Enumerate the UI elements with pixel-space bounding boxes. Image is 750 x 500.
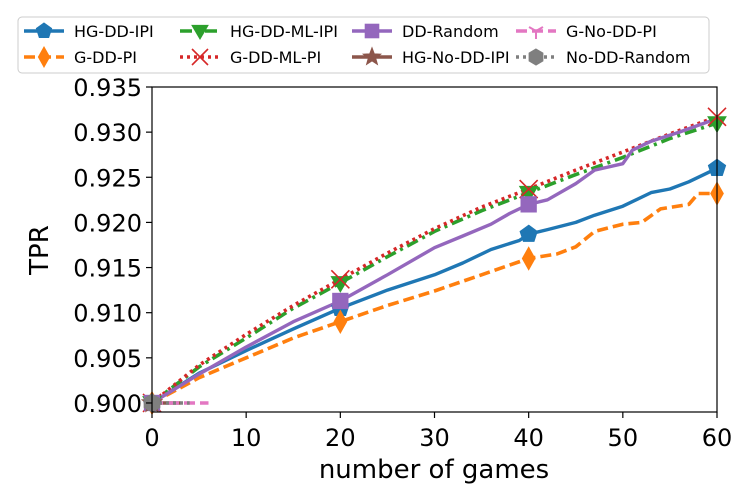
x-tick-label: 50 [608,424,639,452]
legend-item-dd-random: DD-Random [352,22,499,41]
data-point-g-dd-pi-20 [333,309,348,334]
legend-label: G-DD-PI [74,48,137,67]
data-point-hg-dd-ipi-40 [519,224,538,242]
x-tick-label: 20 [325,424,356,452]
y-tick-label: 0.905 [73,345,142,373]
legend-label: G-No-DD-PI [566,22,657,41]
y-tick-label: 0.925 [73,164,142,192]
data-point-dd-random-40 [520,196,537,213]
legend-marker [191,24,209,40]
data-point-g-dd-pi-40 [521,246,536,271]
x-tick-label: 0 [144,424,159,452]
y-tick-label: 0.910 [73,300,142,328]
series-line-dd-random [152,116,717,405]
legend-item-g-dd-ml-pi: G-DD-ML-PI [180,48,321,67]
data-point-g-dd-ml-pi-20 [330,269,350,289]
legend-item-hg-dd-ipi: HG-DD-IPI [24,22,154,41]
x-tick-label: 60 [702,424,733,452]
legend-marker [37,45,51,69]
x-tick-label: 10 [231,424,262,452]
x-tick-label: 30 [419,424,450,452]
legend-label: G-DD-ML-PI [230,48,321,67]
y-tick-label: 0.930 [73,119,142,147]
legend: HG-DD-IPI G-DD-PI HG-DD-ML-IPI G-DD-ML-PI DD… [24,22,690,69]
x-tick-label: 40 [513,424,544,452]
legend-item-no-dd-random: No-DD-Random [516,48,690,67]
legend-item-hg-dd-ml-ipi: HG-DD-ML-IPI [180,22,338,41]
series-line-hg-dd-ipi [152,166,717,405]
series-line-g-dd-ml-pi [152,115,717,405]
legend-item-hg-no-dd-ipi: HG-No-DD-IPI [352,46,510,67]
legend-marker [528,48,544,66]
legend-label: HG-DD-IPI [74,22,154,41]
legend-label: No-DD-Random [566,48,690,67]
legend-item-g-dd-pi: G-DD-PI [24,45,137,69]
legend-label: DD-Random [402,22,499,41]
legend-marker [528,26,544,39]
legend-label: HG-DD-ML-IPI [230,22,338,41]
y-tick-label: 0.915 [73,255,142,283]
legend-marker [191,48,209,66]
y-tick-label: 0.920 [73,209,142,237]
legend-label: HG-No-DD-IPI [402,48,510,67]
data-point-g-dd-ml-pi-40 [519,179,539,199]
legend-item-g-no-dd-pi: G-No-DD-PI [516,22,657,41]
data-point-dd-random-20 [332,292,349,310]
y-axis-label: TPR [25,225,55,276]
series-line-hg-dd-ml-ipi [152,121,717,405]
marker-layer [140,107,727,416]
legend-marker [361,46,383,66]
x-axis-label: number of games [319,455,549,485]
series-line-g-dd-pi [152,191,717,405]
y-tick-label: 0.935 [73,74,142,102]
legend-marker [364,23,380,39]
y-tick-label: 0.900 [73,390,142,418]
legend-marker [35,22,53,38]
y-axis-ticks: 0.900 0.905 0.910 0.915 0.920 0.925 0.930 0.935 [73,74,152,418]
x-axis-ticks: 0 10 20 30 40 50 60 [144,412,732,452]
series-layer [152,115,717,405]
